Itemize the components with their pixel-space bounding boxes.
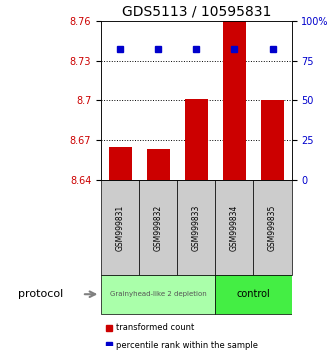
Bar (261, 100, 284, 180)
FancyBboxPatch shape (139, 180, 177, 275)
Bar (223, 21, 246, 180)
Text: percentile rank within the sample: percentile rank within the sample (116, 341, 258, 350)
Text: GSM999834: GSM999834 (230, 204, 239, 251)
Bar (109, 147, 132, 180)
FancyBboxPatch shape (101, 275, 215, 314)
Bar (185, 99, 208, 180)
FancyBboxPatch shape (253, 180, 292, 275)
Text: protocol: protocol (18, 289, 63, 299)
Text: GSM999831: GSM999831 (116, 205, 125, 251)
Text: control: control (237, 289, 270, 299)
Text: GSM999835: GSM999835 (268, 204, 277, 251)
Title: GDS5113 / 10595831: GDS5113 / 10595831 (122, 4, 271, 18)
Text: transformed count: transformed count (116, 323, 194, 332)
Text: GSM999833: GSM999833 (192, 204, 201, 251)
Bar (147, 149, 169, 180)
Text: Grainyhead-like 2 depletion: Grainyhead-like 2 depletion (110, 291, 206, 297)
FancyBboxPatch shape (177, 180, 215, 275)
FancyBboxPatch shape (215, 180, 253, 275)
Text: GSM999832: GSM999832 (154, 205, 163, 251)
FancyBboxPatch shape (215, 275, 292, 314)
FancyBboxPatch shape (101, 180, 139, 275)
